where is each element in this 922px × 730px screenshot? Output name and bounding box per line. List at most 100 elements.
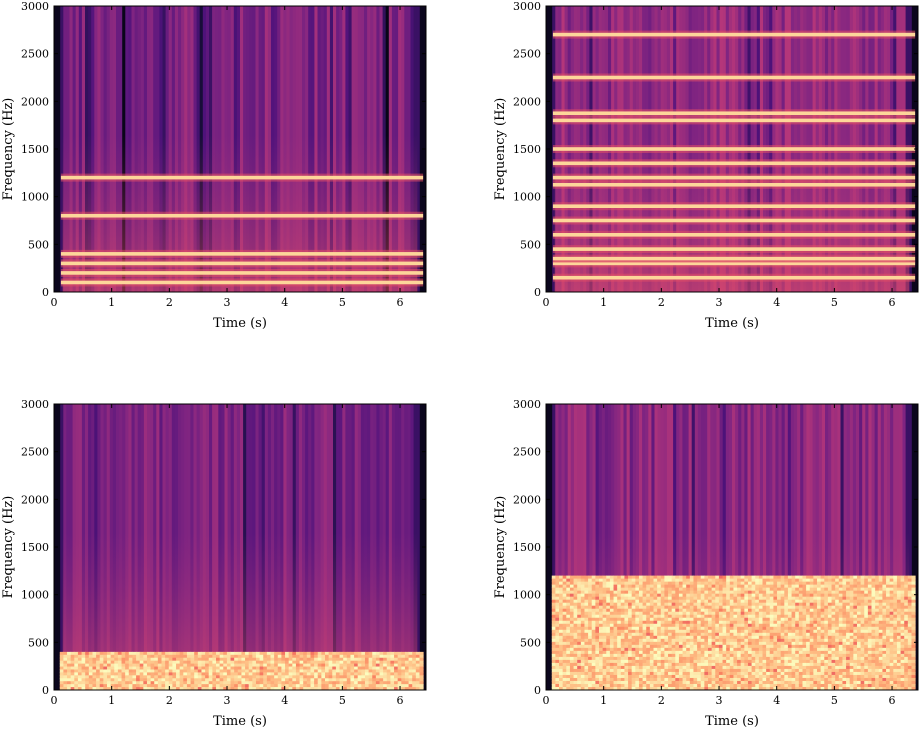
noise-cell <box>580 614 585 619</box>
noise-cell <box>777 629 782 634</box>
noise-cell <box>646 674 651 679</box>
noise-cell <box>762 686 767 690</box>
noise-cell <box>813 653 818 658</box>
noise-cell <box>599 620 604 625</box>
noise-cell <box>802 683 807 688</box>
noise-cell <box>678 662 684 667</box>
noise-cell <box>751 665 756 670</box>
noise-cell <box>817 575 822 580</box>
noise-cell <box>635 620 640 625</box>
noise-cell <box>675 659 680 664</box>
noise-cell <box>642 596 647 601</box>
noise-cell <box>751 680 756 685</box>
noise-cell <box>755 578 760 583</box>
noise-cell <box>704 647 709 652</box>
noise-cell <box>646 623 651 628</box>
noise-cell <box>813 593 818 598</box>
noise-cell <box>747 596 753 601</box>
noise-cell <box>277 678 282 682</box>
noise-cell <box>766 602 771 607</box>
noise-cell <box>599 680 604 685</box>
noise-cell <box>183 669 188 673</box>
noise-cell <box>820 626 825 631</box>
noise-cell <box>809 686 814 690</box>
noise-cell <box>121 687 126 690</box>
noise-cell <box>161 657 166 662</box>
noise-cell <box>412 654 417 659</box>
noise-cell <box>588 620 593 625</box>
noise-cell <box>132 669 137 673</box>
noise-cell <box>766 584 771 589</box>
noise-cell <box>671 680 676 685</box>
noise-cell <box>125 675 130 679</box>
noise-cell <box>762 635 767 640</box>
noise-cell <box>234 684 239 688</box>
noise-cell <box>722 578 727 583</box>
noise-cell <box>146 675 152 679</box>
noise-cell <box>332 654 337 659</box>
noise-cell <box>824 641 829 646</box>
noise-cell <box>682 632 687 637</box>
noise-cell <box>613 677 618 682</box>
noise-cell <box>773 656 778 661</box>
noise-cell <box>697 641 702 646</box>
noise-cell <box>551 593 556 598</box>
noise-cell <box>686 590 691 595</box>
noise-cell <box>642 653 647 658</box>
noise-cell <box>591 683 596 688</box>
noise-cell <box>248 681 253 685</box>
noise-cell <box>332 669 337 673</box>
noise-cell <box>671 584 676 589</box>
noise-cell <box>559 668 564 673</box>
noise-cell <box>577 581 582 586</box>
noise-cell <box>715 620 720 625</box>
noise-cell <box>390 684 395 688</box>
noise-cell <box>620 596 625 601</box>
noise-cell <box>700 686 705 690</box>
noise-cell <box>379 657 384 662</box>
noise-cell <box>809 644 814 649</box>
noise-cell <box>591 641 596 646</box>
noise-cell <box>649 668 655 673</box>
noise-cell <box>755 599 760 604</box>
noise-cell <box>747 683 753 688</box>
noise-cell <box>216 666 221 670</box>
noise-cell <box>769 683 774 688</box>
noise-cell <box>219 672 224 676</box>
noise-cell <box>631 587 636 592</box>
noise-cell <box>81 684 86 688</box>
noise-cell <box>813 626 818 631</box>
noise-cell <box>693 578 698 583</box>
noise-cell <box>762 623 767 628</box>
noise-cell <box>551 614 556 619</box>
noise-cell <box>660 680 665 685</box>
noise-cell <box>733 623 738 628</box>
noise-cell <box>824 578 829 583</box>
noise-cell <box>700 581 705 586</box>
noise-cell <box>653 635 658 640</box>
noise-cell <box>270 663 275 668</box>
noise-cell <box>383 651 388 656</box>
noise-cell <box>584 617 589 622</box>
noise-cell <box>562 668 567 673</box>
noise-cell <box>831 629 836 634</box>
noise-cell <box>766 599 771 604</box>
noise-cell <box>128 669 133 673</box>
noise-cell <box>566 674 571 679</box>
noise-cell <box>657 578 662 583</box>
noise-cell <box>642 590 647 595</box>
noise-cell <box>415 660 420 665</box>
noise-cell <box>827 683 833 688</box>
noise-cell <box>700 635 705 640</box>
noise-cell <box>555 686 560 690</box>
noise-cell <box>675 584 680 589</box>
noise-cell <box>729 608 734 613</box>
noise-cell <box>361 663 366 668</box>
noise-cell <box>835 578 840 583</box>
noise-cell <box>375 687 381 690</box>
noise-cell <box>245 663 250 668</box>
noise-cell <box>744 599 749 604</box>
noise-cell <box>780 581 785 586</box>
noise-cell <box>686 599 691 604</box>
